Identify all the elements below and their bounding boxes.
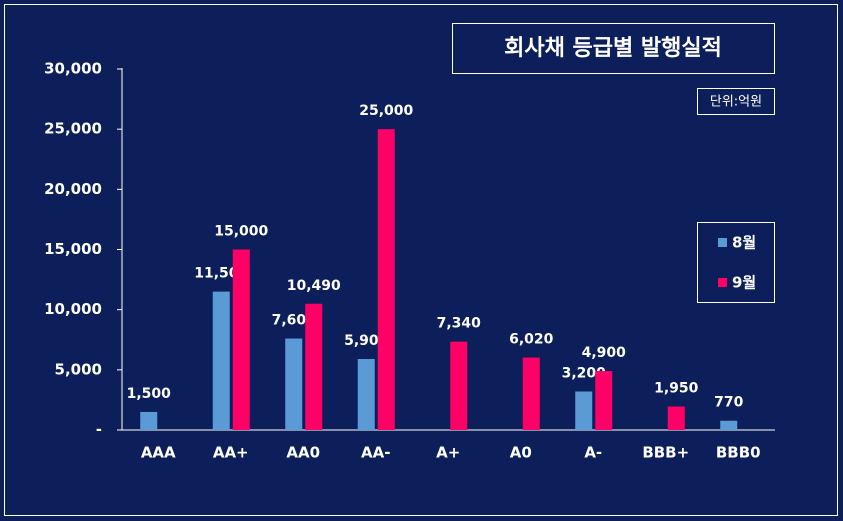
value-label: 3,200 <box>562 365 607 381</box>
bar <box>212 291 230 430</box>
legend-swatch <box>718 278 727 287</box>
bar <box>522 357 540 430</box>
bar <box>450 341 468 430</box>
x-tick-label: BBB0 <box>716 444 761 462</box>
x-tick-label: A- <box>584 444 602 462</box>
value-label: 25,000 <box>359 103 413 119</box>
value-label: 7,600 <box>272 313 317 329</box>
y-tick-label: 15,000 <box>44 240 102 258</box>
x-tick-label: A+ <box>436 444 460 462</box>
y-tick-label: 30,000 <box>44 60 102 78</box>
y-tick-label: 5,000 <box>55 360 102 378</box>
bar <box>140 411 158 430</box>
y-tick-label: 20,000 <box>44 180 102 198</box>
title-box <box>452 23 775 74</box>
bar <box>720 420 738 430</box>
frame <box>4 4 838 516</box>
y-tick-label: 25,000 <box>44 120 102 138</box>
value-label: 4,900 <box>582 345 627 361</box>
x-tick-label: AAA <box>141 444 176 462</box>
x-tick-label: AA+ <box>213 444 249 462</box>
value-label: 1,950 <box>654 381 699 397</box>
bar <box>232 249 250 430</box>
y-tick-label: - <box>96 421 102 439</box>
bar <box>305 303 323 430</box>
value-label: 6,020 <box>509 332 554 348</box>
bar <box>595 371 613 430</box>
chart-title: 회사채 등급별 발행실적 <box>504 36 722 61</box>
value-label: 5,900 <box>344 333 389 349</box>
bar <box>377 129 395 430</box>
legend-label: 9월 <box>732 274 756 292</box>
unit-box <box>697 88 775 115</box>
bar <box>285 338 303 430</box>
legend-swatch <box>718 238 727 247</box>
bar <box>575 391 593 430</box>
value-label: 15,000 <box>214 224 268 240</box>
bar <box>667 406 685 430</box>
value-label: 1,500 <box>127 386 172 402</box>
bar <box>357 359 375 430</box>
value-label: 770 <box>714 395 743 411</box>
x-tick-label: AA- <box>361 444 390 462</box>
legend-box <box>697 222 775 303</box>
legend-label: 8월 <box>732 234 756 252</box>
x-tick-label: BBB+ <box>642 444 689 462</box>
value-label: 10,490 <box>287 278 341 294</box>
unit-label: 단위:억원 <box>710 95 762 110</box>
value-label: 7,340 <box>437 316 482 332</box>
x-tick-label: AA0 <box>286 444 320 462</box>
y-tick-label: 10,000 <box>44 300 102 318</box>
x-tick-label: A0 <box>510 444 532 462</box>
